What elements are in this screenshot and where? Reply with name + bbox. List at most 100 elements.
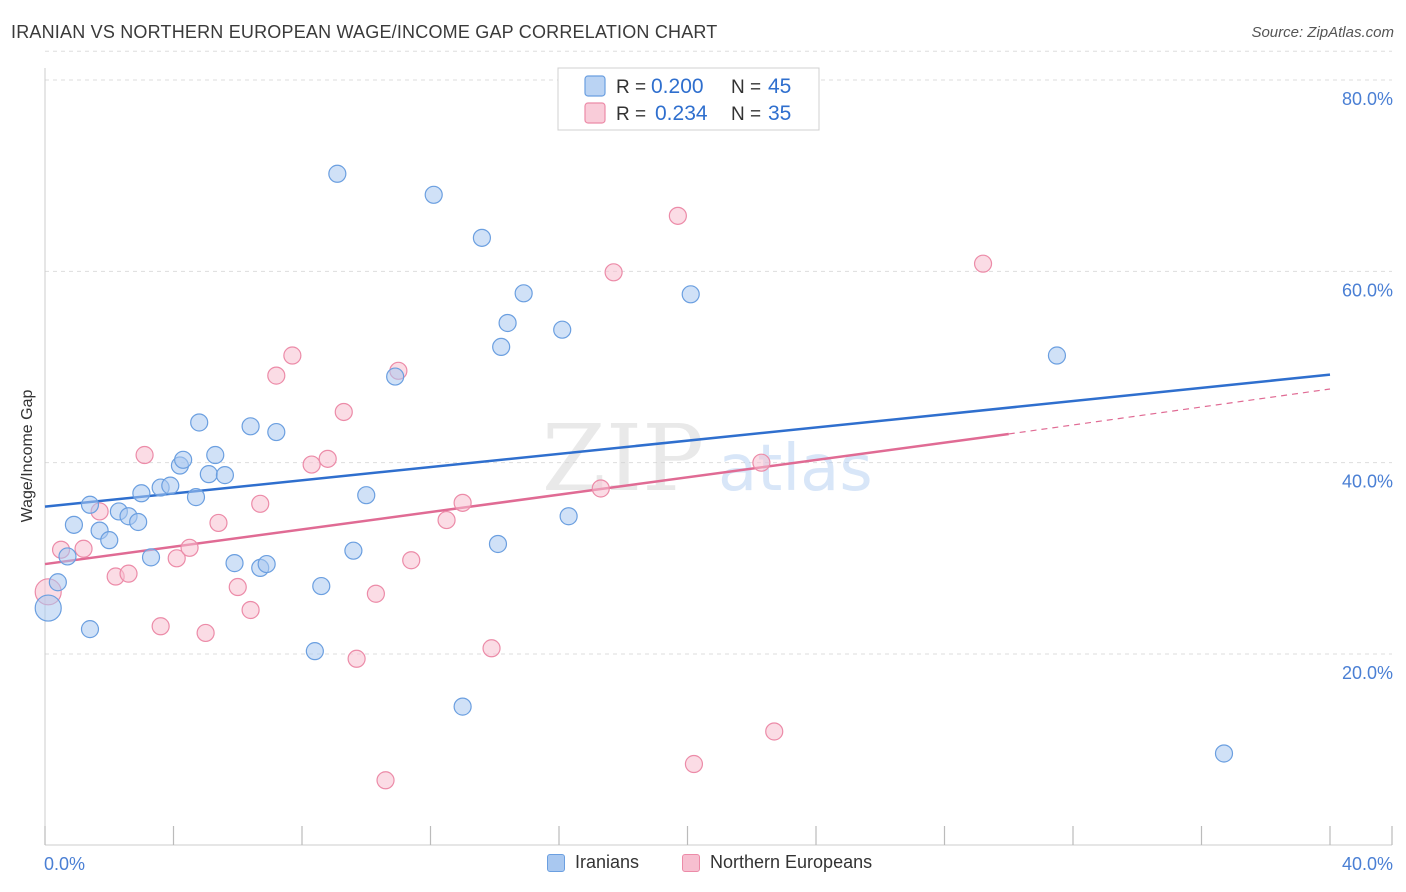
northern-europeans-point [135, 445, 154, 465]
points-layer [34, 164, 1234, 790]
trend-extension-northern-europeans [1008, 388, 1331, 435]
iranians-point [553, 320, 572, 339]
trend-layer [44, 373, 1331, 566]
iranians-point [241, 417, 260, 436]
northern-europeans-point [482, 639, 501, 658]
legend-r-value-1: 0.200 [651, 75, 704, 98]
y-tick-label: 60.0% [1342, 280, 1393, 300]
bottom-legend: Iranians Northern Europeans [0, 852, 1406, 878]
northern-europeans-point [591, 479, 610, 498]
grid-layer [45, 50, 1392, 655]
iranians-point [305, 642, 324, 661]
iranians-point [64, 515, 84, 534]
northern-europeans-point [684, 754, 704, 774]
trend-line-iranians [44, 373, 1331, 508]
bottom-legend-swatch-iranians [547, 853, 565, 872]
northern-europeans-point [251, 494, 270, 513]
iranians-point [80, 495, 100, 514]
iranians-point [257, 554, 276, 574]
northern-europeans-point [228, 577, 247, 597]
legend-r-label-1: R = [616, 77, 646, 98]
legend-n-value-1: 45 [768, 75, 791, 98]
northern-europeans-point [318, 449, 337, 468]
iranians-point [206, 445, 225, 465]
iranians-point [357, 486, 376, 505]
legend-r-label-2: R = [616, 104, 646, 125]
northern-europeans-point [453, 493, 472, 512]
northern-europeans-point [119, 564, 138, 583]
iranians-point [453, 697, 472, 716]
axis-layer: 20.0% 40.0% 60.0% 80.0% 0.0% 40.0% [44, 68, 1393, 874]
legend-r-value-2: 0.234 [655, 102, 708, 125]
northern-europeans-point [437, 510, 456, 530]
y-tick-label: 40.0% [1342, 472, 1393, 492]
iranians-point [267, 422, 286, 442]
iranians-point [100, 531, 119, 550]
iranians-point [48, 573, 67, 592]
northern-europeans-point [151, 617, 170, 636]
iranians-point [472, 228, 491, 247]
iranians-point [141, 548, 161, 567]
northern-europeans-point [668, 206, 687, 225]
legend-swatch-northern-europeans [584, 102, 606, 124]
iranians-point [80, 620, 100, 639]
northern-europeans-point [366, 584, 385, 603]
northern-europeans-point [402, 551, 421, 570]
iranians-point [1214, 744, 1234, 763]
iranians-point [681, 285, 700, 304]
bottom-legend-item-iranians: Iranians [547, 852, 639, 873]
trend-line-northern-europeans [44, 432, 1009, 566]
source-label: Source: ZipAtlas.com [1251, 24, 1394, 41]
iranians-point [386, 367, 405, 386]
iranians-point [132, 484, 151, 503]
iranians-point [488, 534, 508, 554]
northern-europeans-point [74, 539, 93, 558]
iranians-point [498, 313, 517, 333]
legend-n-value-2: 35 [768, 102, 791, 125]
iranians-point [344, 541, 363, 560]
northern-europeans-point [302, 455, 321, 474]
x-tick-label: 0.0% [44, 854, 85, 874]
northern-europeans-point [167, 549, 186, 568]
iranians-point [514, 284, 533, 303]
northern-europeans-point [334, 402, 353, 422]
iranians-point [129, 512, 148, 532]
iranians-point [312, 576, 331, 596]
iranians-point [190, 413, 209, 432]
bottom-legend-swatch-northern-europeans [682, 853, 700, 872]
northern-europeans-point [241, 600, 260, 620]
iranians-point [1047, 346, 1067, 365]
northern-europeans-point [752, 453, 771, 472]
iranians-point [424, 185, 443, 204]
x-tick-label: 40.0% [1342, 854, 1393, 874]
iranians-point [199, 465, 218, 484]
iranians-point [225, 554, 244, 573]
legend-n-label-1: N = [731, 77, 761, 98]
northern-europeans-point [604, 263, 623, 282]
iranians-point [186, 488, 206, 507]
iranians-point [161, 476, 180, 495]
northern-europeans-point [180, 538, 199, 557]
iranians-point [559, 507, 578, 526]
northern-europeans-point [196, 623, 215, 643]
bottom-legend-label-iranians: Iranians [575, 852, 640, 872]
legend-n-label-2: N = [731, 104, 761, 125]
bottom-legend-item-northern-europeans: Northern Europeans [682, 852, 872, 873]
bottom-legend-label-northern-europeans: Northern Europeans [710, 852, 873, 872]
legend-swatch-iranians [584, 75, 606, 97]
y-tick-label: 80.0% [1342, 89, 1393, 109]
northern-europeans-point [267, 366, 286, 385]
northern-europeans-point [376, 771, 395, 790]
iranians-point [58, 547, 77, 566]
chart-title: IRANIAN VS NORTHERN EUROPEAN WAGE/INCOME… [11, 22, 718, 42]
northern-europeans-point [283, 346, 302, 365]
iranians-point [328, 164, 347, 183]
iranians-point [215, 466, 234, 485]
northern-europeans-point [209, 513, 228, 533]
northern-europeans-point [973, 254, 993, 273]
legend-box: R = 0.200 N = 45 R = 0.234 N = 35 [557, 67, 820, 131]
watermark-zip: ZIP [542, 405, 704, 512]
iranians-point [174, 450, 193, 469]
iranians-point [492, 337, 511, 357]
